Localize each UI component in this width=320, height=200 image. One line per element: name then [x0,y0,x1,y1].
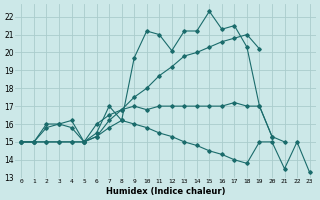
X-axis label: Humidex (Indice chaleur): Humidex (Indice chaleur) [106,187,225,196]
